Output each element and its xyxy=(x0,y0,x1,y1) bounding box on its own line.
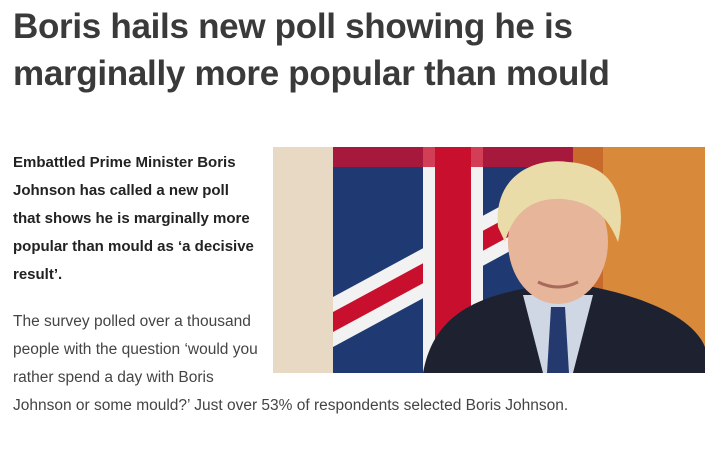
intro-paragraph: Embattled Prime Minister Boris Johnson h… xyxy=(13,154,254,283)
article-page: Boris hails new poll showing he is margi… xyxy=(0,3,720,420)
article-photo xyxy=(273,147,705,373)
body-paragraph: The survey polled over a thousand people… xyxy=(13,313,569,414)
headline: Boris hails new poll showing he is margi… xyxy=(13,7,610,93)
